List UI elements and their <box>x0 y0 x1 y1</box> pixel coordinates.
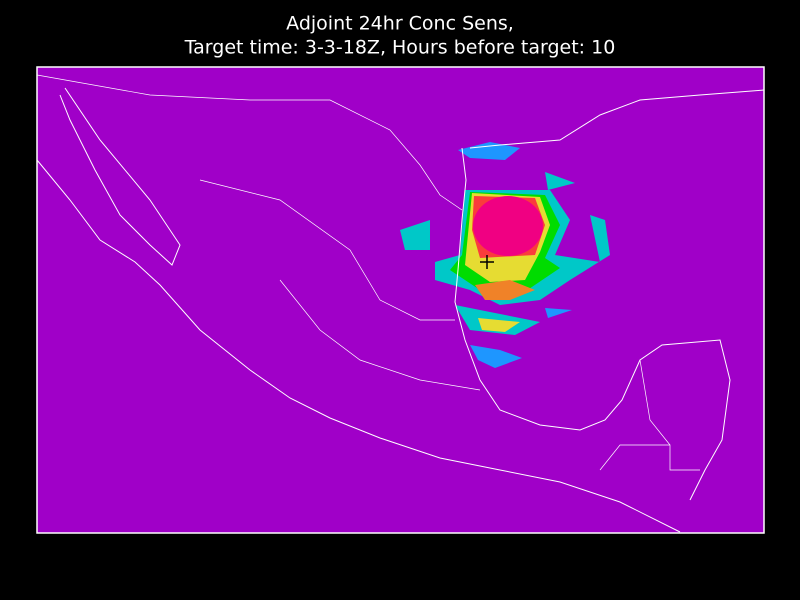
title-line: Adjoint 24hr Conc Sens, <box>286 13 514 35</box>
sensitivity-field <box>400 142 610 368</box>
borders <box>36 74 700 471</box>
title-line: Target time: 3-3-18Z, Hours before targe… <box>184 37 616 59</box>
map-frame <box>36 66 765 534</box>
map-area <box>37 67 764 533</box>
coastlines <box>36 87 765 533</box>
target-marker <box>480 255 494 269</box>
